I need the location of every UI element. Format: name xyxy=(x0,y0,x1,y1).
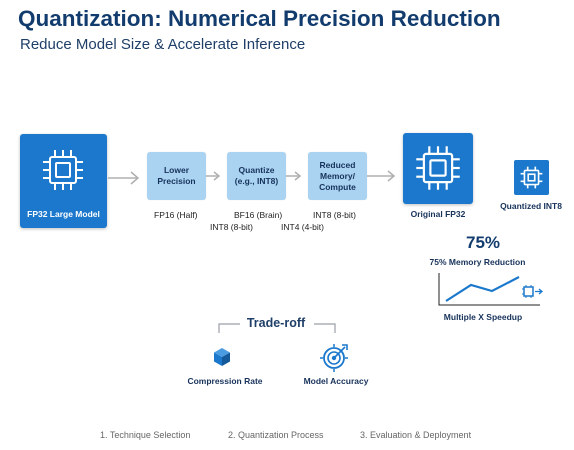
step-evaluation-deployment: 3. Evaluation & Deployment xyxy=(360,430,472,440)
format-int4: INT4 (4-bit) xyxy=(281,222,324,232)
chip-icon xyxy=(416,146,460,190)
quantized-int8-card xyxy=(514,160,549,195)
step-technique-selection: 1. Technique Selection xyxy=(100,430,191,440)
speedup-chart xyxy=(438,273,544,306)
stage-label: Lower Precision xyxy=(157,165,196,186)
quantized-int8-label: Quantized INT8 xyxy=(500,201,562,211)
speedup-arrow-icon xyxy=(535,288,544,295)
arrow-2-head xyxy=(213,171,221,181)
target-icon xyxy=(320,344,348,372)
cube-icon xyxy=(214,348,230,366)
speedup-axes xyxy=(438,273,540,306)
tradeoff-bracket xyxy=(218,323,336,333)
stage-reduced-memory: Reduced Memory/ Compute xyxy=(308,152,367,200)
tradeoff-title: Trade-roff xyxy=(246,316,306,330)
fp32-model-label: FP32 Large Model xyxy=(27,209,100,219)
page-subtitle: Reduce Model Size & Accelerate Inference xyxy=(20,36,306,53)
arrow-3-head xyxy=(294,171,302,181)
page-title: Quantization: Numerical Precision Reduct… xyxy=(18,6,501,31)
stage-lower-precision: Lower Precision xyxy=(147,152,206,200)
step-quantization-process: 2. Quantization Process xyxy=(228,430,324,440)
fp32-model-card: FP32 Large Model xyxy=(20,134,107,228)
format-int8-second: INT8 (8-bit) xyxy=(210,222,253,232)
format-int8: INT8 (8-bit) xyxy=(313,210,356,220)
mini-chip-icon xyxy=(522,285,534,298)
reduction-label: 75% Memory Reduction xyxy=(429,257,526,267)
stage-label: Quantize (e.g., INT8) xyxy=(234,165,279,186)
original-fp32-card xyxy=(403,133,473,204)
speedup-label: Multiple X Speedup xyxy=(443,312,523,322)
stage-label: Reduced Memory/ Compute xyxy=(319,159,356,192)
arrow-4-head xyxy=(387,170,396,182)
speedup-line xyxy=(445,276,520,302)
chip-icon xyxy=(43,150,83,190)
stage-quantize: Quantize (e.g., INT8) xyxy=(227,152,286,200)
compression-rate-label: Compression Rate xyxy=(187,376,263,386)
format-fp16: FP16 (Half) xyxy=(154,210,198,220)
arrow-1-head xyxy=(130,171,140,185)
model-accuracy-label: Model Accuracy xyxy=(303,376,369,386)
chip-icon xyxy=(520,166,543,189)
reduction-value: 75% xyxy=(466,233,501,252)
format-bf16: BF16 (Brain) xyxy=(234,210,283,220)
original-fp32-label: Original FP32 xyxy=(410,209,466,219)
